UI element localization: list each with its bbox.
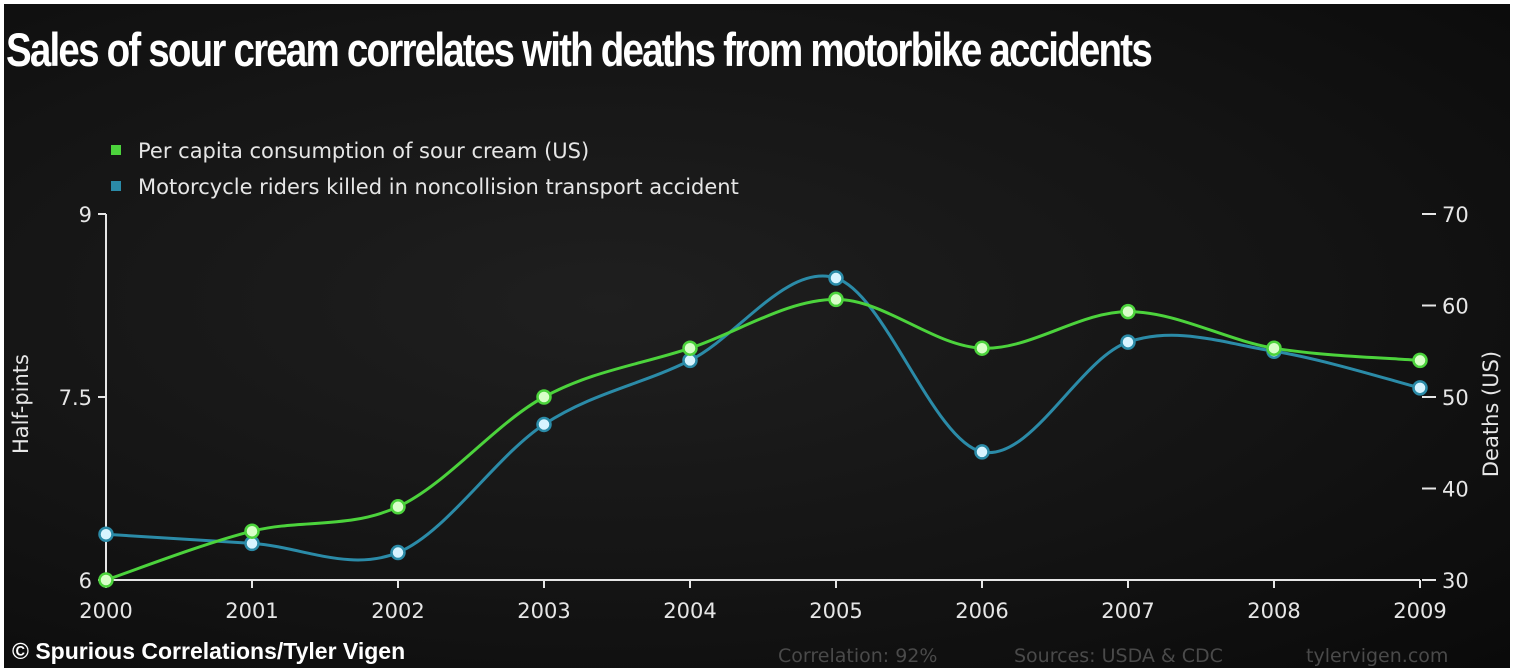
x-tick-label: 2001: [225, 599, 278, 623]
legend-swatch: [111, 145, 121, 155]
series-line-motorcycle-deaths: [105, 274, 1421, 562]
right-y-tick-label: 70: [1442, 203, 1469, 227]
left-y-tick-label: 7.5: [59, 386, 92, 410]
data-point-motorcycle-deaths: [974, 444, 990, 460]
data-point-motorcycle-deaths: [98, 526, 114, 542]
x-tick-label: 2004: [663, 599, 716, 623]
x-tick-label: 2002: [371, 599, 424, 623]
correlation-note: Correlation: 92%: [778, 645, 938, 667]
data-point-motorcycle-deaths: [1120, 334, 1136, 350]
left-y-tick-label: 9: [79, 203, 92, 227]
x-tick-label: 2003: [517, 599, 570, 623]
site-link[interactable]: tylervigen.com: [1306, 645, 1449, 667]
x-tick-label: 2000: [79, 599, 132, 623]
data-point-motorcycle-deaths: [390, 544, 406, 561]
right-y-tick-label: 40: [1442, 478, 1469, 502]
copyright-credit: © Spurious Correlations/Tyler Vigen: [12, 638, 406, 664]
series-line-sour-cream: [105, 297, 1421, 582]
data-point-sour-cream: [98, 572, 114, 588]
x-tick-label: 2005: [809, 599, 862, 623]
left-y-tick-label: 6: [79, 569, 92, 593]
right-y-tick-label: 60: [1442, 295, 1469, 319]
left-y-axis-title: Half-pints: [9, 354, 33, 454]
right-y-tick-label: 50: [1442, 386, 1469, 410]
data-point-sour-cream: [1266, 340, 1282, 356]
data-point-motorcycle-deaths: [536, 416, 552, 433]
right-y-axis-title: Deaths (US): [1479, 351, 1503, 477]
legend-label: Motorcycle riders killed in noncollision…: [138, 175, 739, 199]
data-point-sour-cream: [828, 291, 844, 308]
data-point-sour-cream: [244, 523, 260, 539]
right-y-tick-label: 30: [1442, 569, 1469, 593]
data-point-motorcycle-deaths: [828, 270, 844, 286]
data-point-sour-cream: [682, 340, 698, 356]
chart-panel: Sales of sour cream correlates with deat…: [4, 4, 1510, 668]
x-tick-label: 2006: [955, 599, 1008, 623]
x-tick-label: 2008: [1247, 599, 1300, 623]
legend-swatch: [111, 181, 121, 191]
dual-axis-line-chart: 6 7.5 9 30 40 50 60 70 2000 2001 2002 2003 2004 2005 2…: [9, 139, 1503, 623]
data-point-sour-cream: [390, 499, 406, 515]
data-point-motorcycle-deaths: [1412, 380, 1428, 396]
data-point-sour-cream: [1120, 303, 1136, 320]
x-tick-label: 2009: [1393, 599, 1446, 623]
x-tick-label: 2007: [1101, 599, 1154, 623]
data-point-sour-cream: [536, 389, 552, 405]
sources-note: Sources: USDA & CDC: [1014, 645, 1223, 667]
data-point-sour-cream: [1412, 352, 1428, 369]
data-point-sour-cream: [974, 340, 990, 356]
chart-title: Sales of sour cream correlates with deat…: [6, 23, 1153, 76]
legend-label: Per capita consumption of sour cream (US…: [138, 139, 589, 163]
